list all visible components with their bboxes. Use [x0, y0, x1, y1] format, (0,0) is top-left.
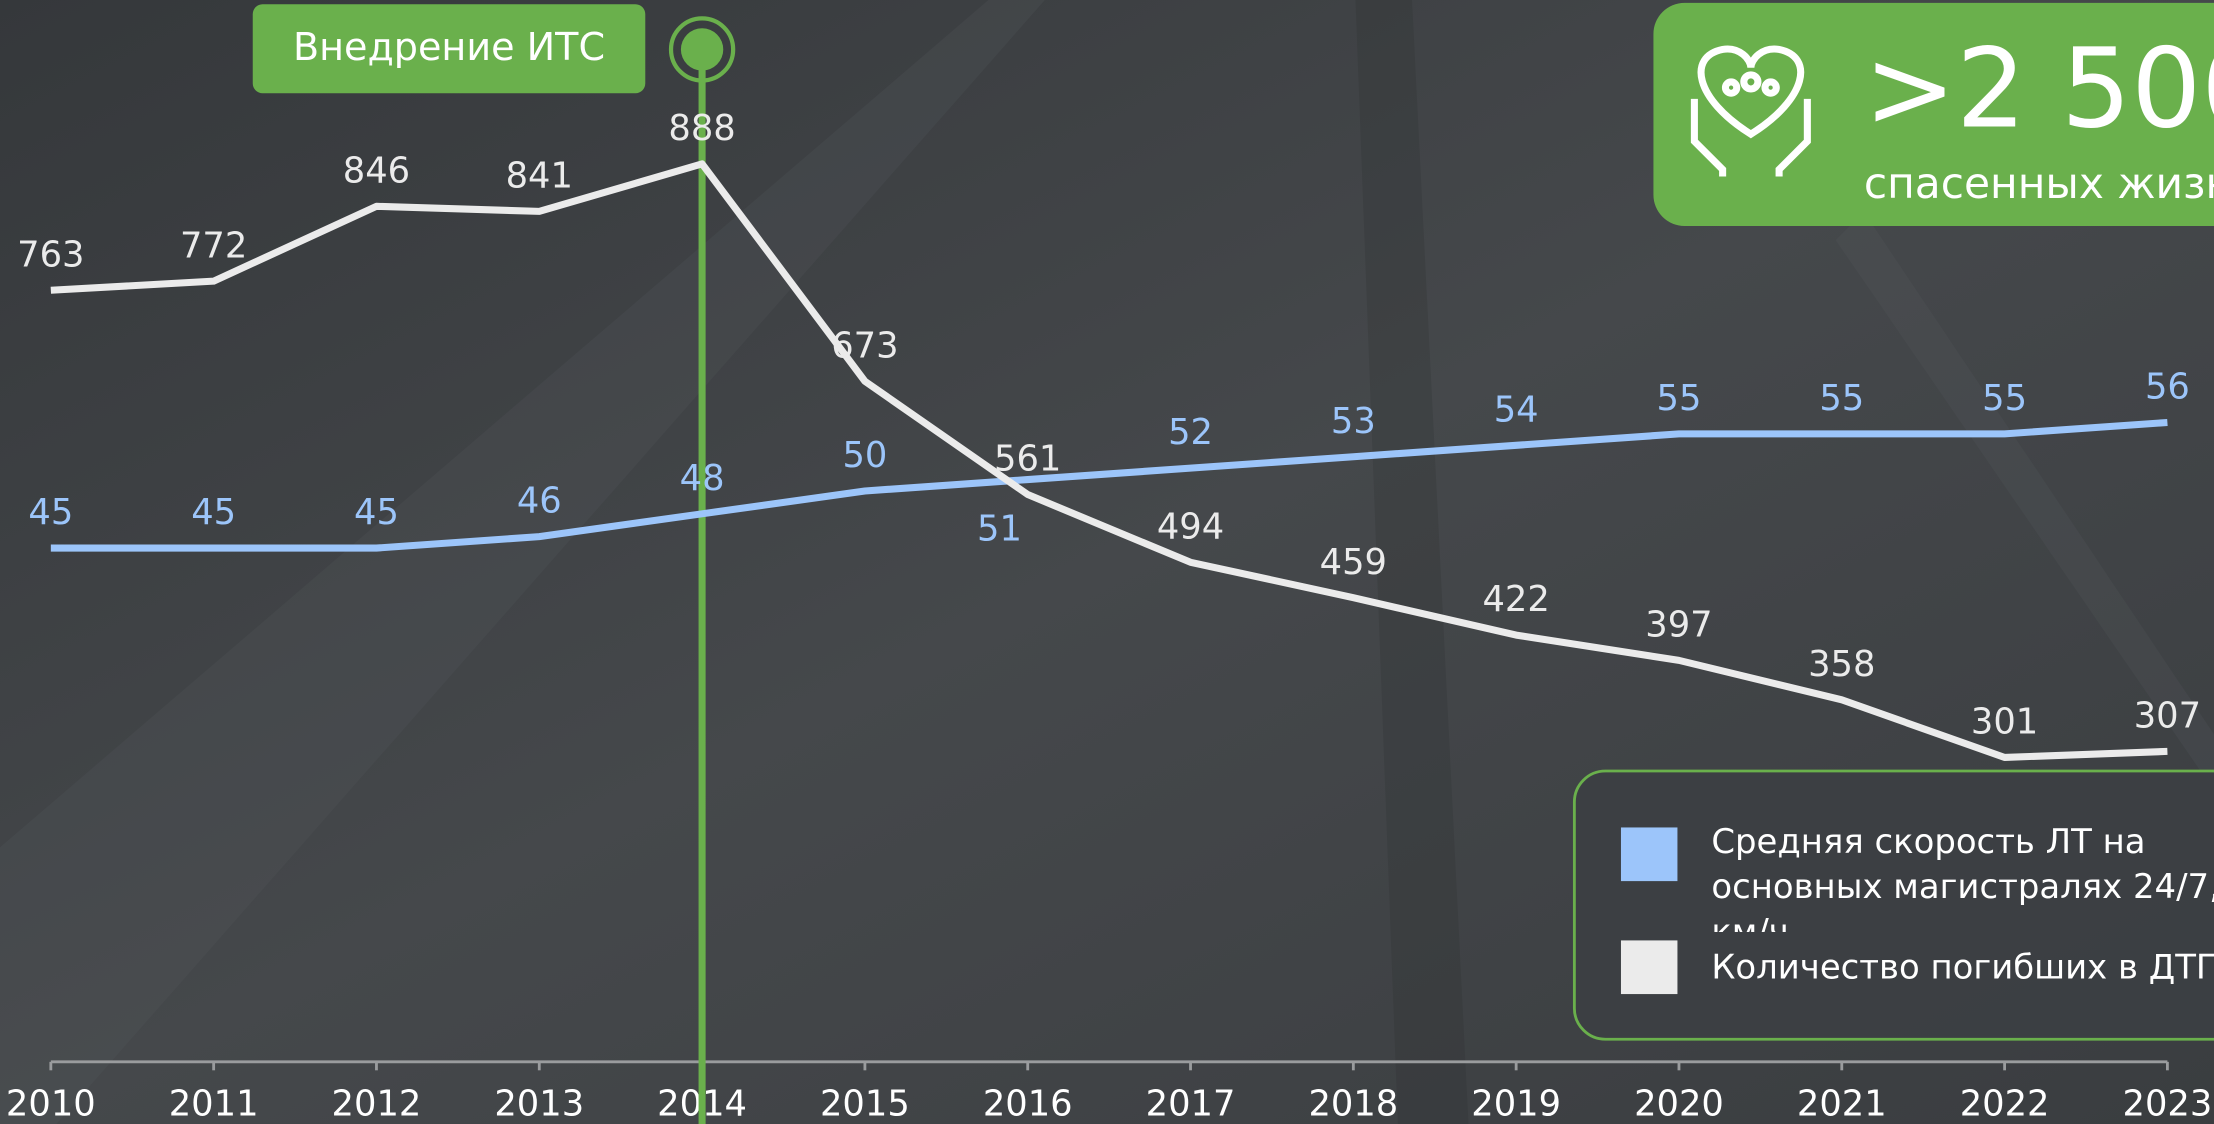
x-tick-label: 2019: [1471, 1084, 1561, 1124]
data-label: 459: [1320, 542, 1387, 583]
data-label: 358: [1808, 644, 1875, 685]
data-label: 50: [842, 435, 887, 476]
legend-item: Средняя скорость ЛТ на основных магистра…: [1711, 819, 2214, 932]
kpi-card: >2 500 спасенных жизней: [1653, 3, 2214, 226]
annotation-dot: [681, 28, 723, 70]
kpi-label: спасенных жизней: [1864, 159, 2214, 208]
data-label: 48: [680, 458, 725, 499]
data-label: 56: [2145, 367, 2190, 408]
data-label: 561: [994, 439, 1061, 480]
x-tick-label: 2013: [494, 1084, 584, 1124]
data-label: 422: [1482, 579, 1549, 620]
data-label: 841: [506, 155, 573, 196]
data-label: 53: [1331, 401, 1376, 442]
data-label: 397: [1645, 604, 1712, 645]
x-tick-label: 2020: [1634, 1084, 1724, 1124]
legend-swatch: [1621, 827, 1677, 881]
legend-text: Средняя скорость ЛТ на основных магистра…: [1711, 819, 2214, 932]
data-label: 846: [343, 150, 410, 191]
data-label: 54: [1494, 389, 1539, 430]
data-label: 45: [191, 492, 236, 533]
data-label: 51: [977, 508, 1022, 549]
annotation-text: Внедрение ИТС: [293, 25, 605, 69]
kpi-value: >2 500: [1864, 24, 2214, 152]
legend-item: Количество погибших в ДТП: [1711, 945, 2214, 1058]
data-label: 45: [28, 492, 73, 533]
x-tick-label: 2023: [2123, 1084, 2213, 1124]
legend-swatch: [1621, 940, 1677, 994]
page: {"chart_data": {"type": "line", "x": [20…: [0, 0, 2214, 1124]
data-label: 55: [1982, 378, 2027, 419]
x-tick-label: 2015: [820, 1084, 910, 1124]
data-label: 55: [1819, 378, 1864, 419]
x-tick-label: 2022: [1960, 1084, 2050, 1124]
x-tick-label: 2017: [1146, 1084, 1236, 1124]
data-label: 888: [668, 108, 735, 149]
data-label: 673: [831, 325, 898, 366]
data-label: 45: [354, 492, 399, 533]
data-label: 301: [1971, 702, 2038, 743]
data-label: 772: [180, 225, 247, 266]
x-tick-label: 2011: [169, 1084, 259, 1124]
x-tick-label: 2016: [983, 1084, 1073, 1124]
data-label: 52: [1168, 412, 1213, 453]
x-tick-label: 2012: [332, 1084, 422, 1124]
data-label: 55: [1657, 378, 1702, 419]
x-tick-label: 2010: [6, 1084, 96, 1124]
chart: 2010201120122013201420152016201720182019…: [0, 0, 2214, 1124]
legend-text: Количество погибших в ДТП: [1711, 945, 2214, 990]
x-tick-label: 2018: [1308, 1084, 1398, 1124]
data-label: 307: [2134, 696, 2201, 737]
x-tick-label: 2021: [1797, 1084, 1887, 1124]
data-label: 763: [17, 234, 84, 275]
data-label: 494: [1157, 506, 1224, 547]
data-label: 46: [517, 481, 562, 522]
